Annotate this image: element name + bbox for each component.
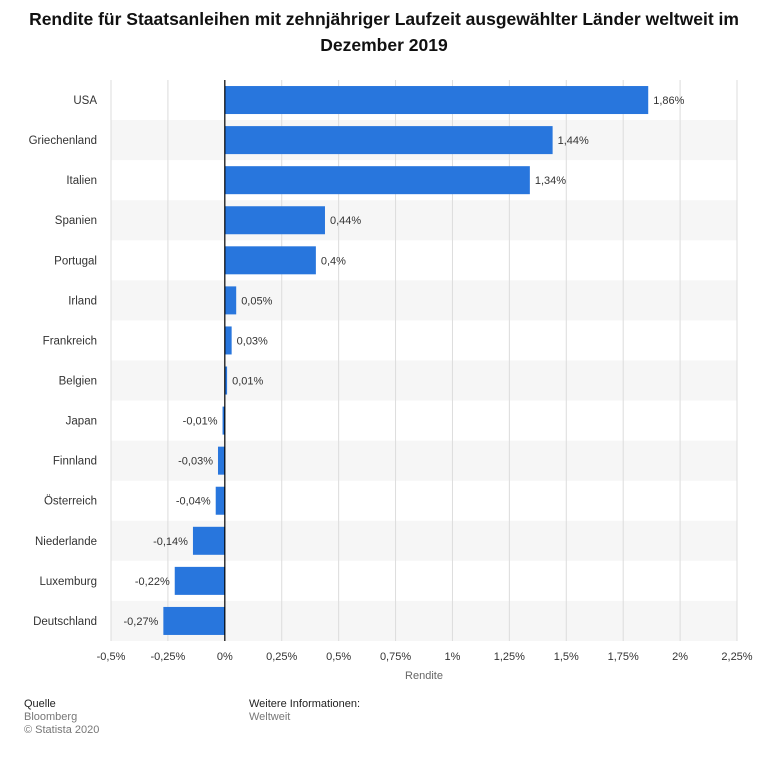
data-label: 0,05% [241, 295, 272, 307]
value-labels: 1,86% 1,44% 1,34% 0,44% 0,4% 0,05% 0,03% 0,01% -… [123, 95, 684, 628]
bar [224, 206, 325, 235]
row-band [111, 440, 737, 481]
row-band [111, 360, 737, 401]
data-label: 0,44% [330, 215, 361, 227]
row-band [111, 280, 737, 321]
bar [224, 326, 232, 355]
category-label: Finnland [53, 456, 97, 468]
x-tick-label: -0,5% [97, 651, 126, 663]
x-tick-label: 1,25% [494, 651, 525, 663]
source-block: Quelle Bloomberg © Statista 2020 [24, 698, 99, 737]
category-label: Spanien [55, 215, 97, 227]
data-label: -0,27% [123, 616, 158, 628]
data-label: -0,14% [153, 536, 188, 548]
data-label: 0,01% [232, 376, 263, 388]
row-band [111, 200, 737, 241]
x-tick-label: -0,25% [150, 651, 185, 663]
data-label: -0,04% [176, 496, 211, 508]
source-label: Quelle [24, 698, 56, 710]
category-label: Frankreich [43, 335, 97, 347]
category-label: Griechenland [29, 135, 97, 147]
bar [224, 246, 316, 275]
x-tick-label: 0% [217, 651, 233, 663]
bar [224, 126, 553, 155]
bar [163, 606, 225, 635]
category-label: Irland [68, 295, 97, 307]
bar [215, 486, 225, 515]
x-tick-label: 0,25% [266, 651, 297, 663]
x-tick-label: 1% [445, 651, 461, 663]
category-label: Österreich [44, 496, 97, 508]
x-tick-labels: -0,5% -0,25% 0% 0,25% 0,5% 0,75% 1% 1,25% 1,5% 1,… [97, 651, 753, 663]
category-label: Luxemburg [39, 576, 97, 588]
category-label: Portugal [54, 255, 97, 267]
bar [224, 366, 228, 395]
category-label: Italien [66, 175, 97, 187]
category-labels: USA Griechenland Italien Spanien Portugal Irl… [29, 95, 98, 628]
x-axis-label: Rendite [405, 670, 443, 682]
x-tick-label: 2,25% [721, 651, 752, 663]
data-label: -0,01% [183, 416, 218, 428]
data-label: 1,34% [535, 175, 566, 187]
data-label: 1,44% [558, 135, 589, 147]
category-label: Deutschland [33, 616, 97, 628]
row-bands [111, 120, 737, 641]
data-label: 0,03% [237, 335, 268, 347]
bar [217, 446, 225, 475]
chart-title: Rendite für Staatsanleihen mit zehnjähri… [29, 9, 739, 55]
info-value: Weltweit [249, 711, 291, 723]
bars [163, 86, 649, 635]
x-tick-label: 1,75% [608, 651, 639, 663]
x-tick-label: 0,75% [380, 651, 411, 663]
x-tick-label: 0,5% [326, 651, 351, 663]
info-label: Weitere Informationen: [249, 698, 361, 710]
source-value: Bloomberg [24, 711, 78, 723]
data-label: 0,4% [321, 255, 346, 267]
category-label: USA [73, 95, 97, 107]
bar [224, 86, 649, 115]
bar-chart: USA Griechenland Italien Spanien Portugal Irl… [29, 80, 753, 682]
data-label: -0,03% [178, 456, 213, 468]
bar [192, 526, 225, 555]
x-tick-label: 2% [672, 651, 688, 663]
category-label: Niederlande [35, 536, 97, 548]
bar [222, 406, 225, 435]
copyright: © Statista 2020 [24, 724, 100, 736]
category-label: Japan [66, 416, 97, 428]
data-label: 1,86% [653, 95, 684, 107]
category-label: Belgien [59, 376, 97, 388]
bar [174, 566, 225, 595]
x-tick-label: 1,5% [554, 651, 579, 663]
bar [224, 286, 237, 315]
info-block: Weitere Informationen: Weltweit [249, 698, 360, 724]
bar [224, 166, 530, 195]
data-label: -0,22% [135, 576, 170, 588]
